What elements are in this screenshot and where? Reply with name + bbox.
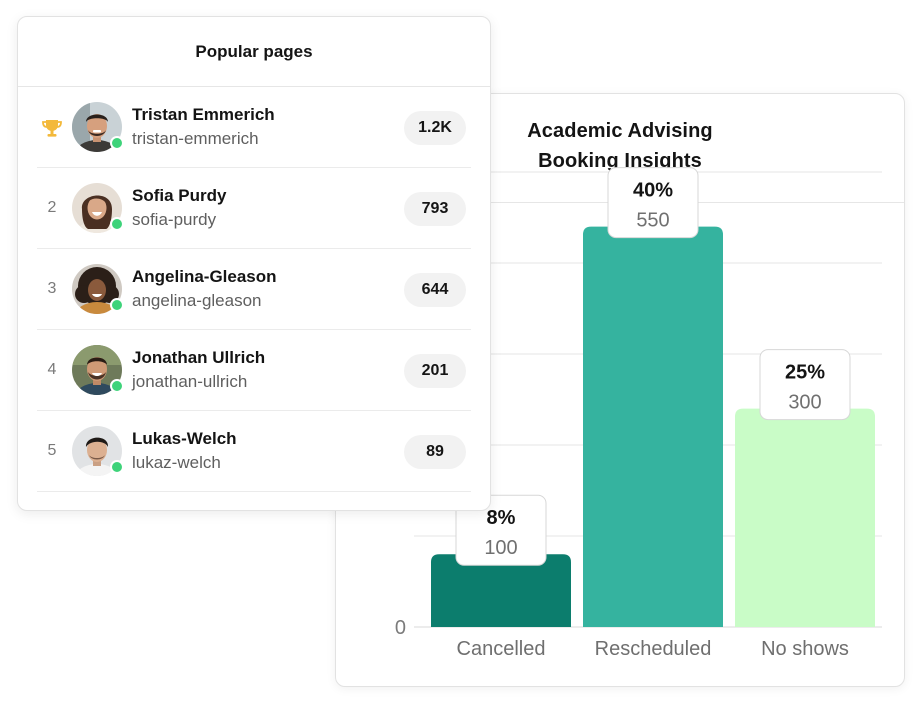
rank-number: 2 xyxy=(47,199,57,216)
view-count-badge: 644 xyxy=(404,273,466,307)
view-count-badge: 201 xyxy=(404,354,466,388)
avatar xyxy=(72,183,124,233)
list-item[interactable]: 3 Angelina-Gleason ange xyxy=(37,249,471,330)
view-count-badge: 1.2K xyxy=(404,111,466,145)
online-status-indicator xyxy=(110,379,124,393)
bar-rescheduled xyxy=(583,226,723,627)
chart-title: Academic Advising Booking Insights xyxy=(336,116,904,176)
data-callout xyxy=(759,349,851,421)
list-item[interactable]: 4 Jonathan Ullri xyxy=(37,330,471,411)
rank-number: 4 xyxy=(47,361,57,378)
chart-title-line-2: Booking Insights xyxy=(538,150,702,172)
list-item[interactable]: 5 Lukas-Welch lukaz-welch 89 xyxy=(37,411,471,492)
popular-pages-card: Popular pages xyxy=(17,16,491,511)
online-status-indicator xyxy=(110,460,124,474)
user-name[interactable]: Lukas-Welch xyxy=(132,429,237,448)
user-handle: sofia-purdy xyxy=(132,210,217,229)
user-name[interactable]: Angelina-Gleason xyxy=(132,267,277,286)
chart-title-line-1: Academic Advising xyxy=(527,120,713,142)
x-category-label: Cancelled xyxy=(457,638,546,660)
y-tick-label: 0 xyxy=(395,617,406,639)
x-category-label: No shows xyxy=(761,638,849,660)
avatar xyxy=(72,102,124,152)
rank-number: 3 xyxy=(47,280,57,297)
data-label-percent: 40% xyxy=(633,180,673,202)
data-callout xyxy=(607,167,699,239)
x-category-label: Rescheduled xyxy=(595,638,712,660)
data-label-value: 100 xyxy=(484,537,517,559)
online-status-indicator xyxy=(110,136,124,150)
bar-no-shows xyxy=(735,408,875,627)
data-label-percent: 8% xyxy=(487,507,516,529)
view-count-badge: 793 xyxy=(404,192,466,226)
view-count-badge: 89 xyxy=(404,435,466,469)
user-name[interactable]: Tristan Emmerich xyxy=(132,105,275,124)
data-label-value: 550 xyxy=(636,210,669,232)
user-name[interactable]: Jonathan Ullrich xyxy=(132,348,266,367)
popular-pages-list: Tristan Emmerich tristan-emmerich 1.2K 2 xyxy=(37,87,471,492)
list-item[interactable]: Tristan Emmerich tristan-emmerich 1.2K xyxy=(37,87,471,168)
avatar xyxy=(72,264,124,314)
user-handle: jonathan-ullrich xyxy=(132,372,248,391)
data-callout xyxy=(455,494,547,566)
trophy-icon xyxy=(41,117,63,139)
rank-number: 5 xyxy=(47,442,57,459)
booking-insights-card: Academic Advising Booking Insights 0250C… xyxy=(335,93,905,687)
user-handle: tristan-emmerich xyxy=(132,129,259,148)
data-label-percent: 25% xyxy=(785,362,825,384)
user-handle: lukaz-welch xyxy=(132,453,221,472)
list-item[interactable]: 2 Sofia Purdy sofia-purdy 793 xyxy=(37,168,471,249)
avatar xyxy=(72,345,124,395)
bar-cancelled xyxy=(431,554,571,627)
popular-pages-title: Popular pages xyxy=(195,42,313,61)
user-name[interactable]: Sofia Purdy xyxy=(132,186,227,205)
online-status-indicator xyxy=(110,298,124,312)
user-handle: angelina-gleason xyxy=(132,291,262,310)
data-label-value: 300 xyxy=(788,392,821,414)
avatar xyxy=(72,426,124,476)
popular-pages-header: Popular pages xyxy=(18,17,490,87)
online-status-indicator xyxy=(110,217,124,231)
